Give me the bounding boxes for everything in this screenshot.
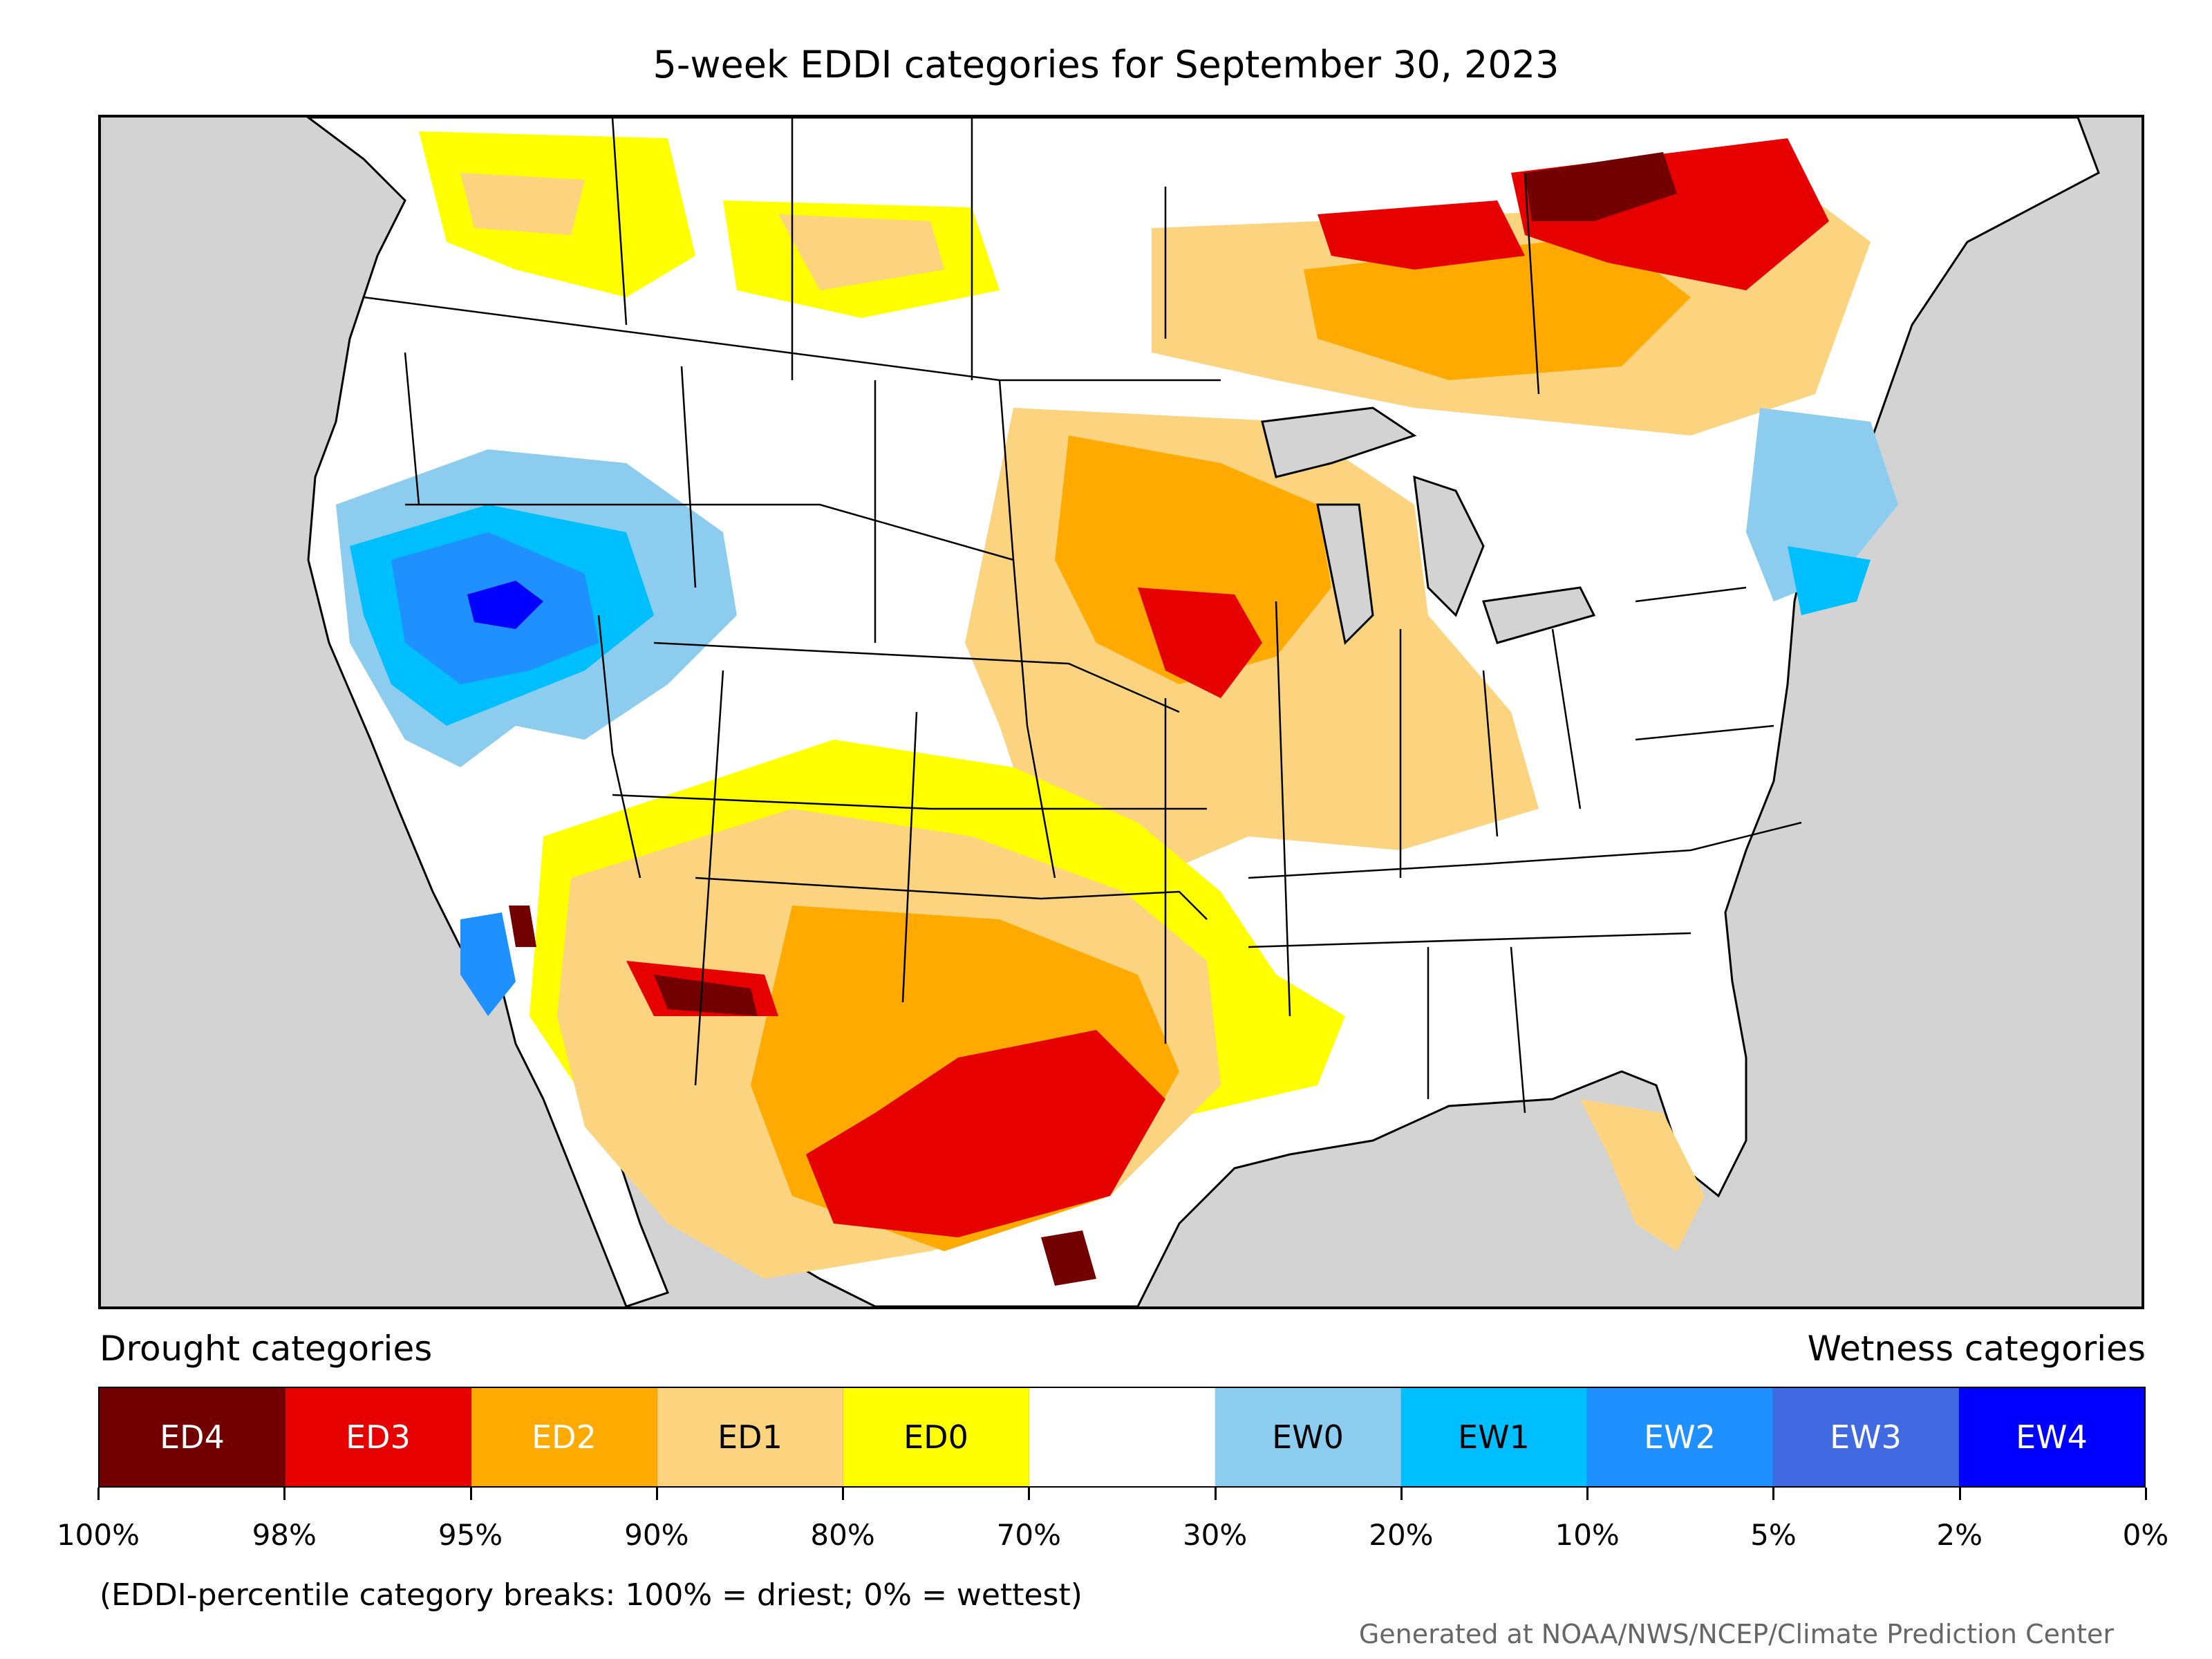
colorbar-tick	[1586, 1488, 1589, 1500]
category-colorbar: ED4 ED3 ED2 ED1 ED0 EW0 EW1 EW2 EW3 EW4	[98, 1387, 2146, 1488]
colorbar-tick-label: 20%	[1369, 1518, 1434, 1552]
drought-ed2-canada	[1304, 235, 1691, 380]
colorbar-tick	[1028, 1488, 1031, 1500]
drought-ed3-texas	[626, 961, 1165, 1237]
colorbar-segment	[1029, 1388, 1215, 1486]
colorbar-tick-label: 5%	[1750, 1518, 1797, 1552]
colorbar-tick-label: 95%	[438, 1518, 503, 1552]
colorbar-segment: EW4	[1959, 1388, 2144, 1486]
wet-ew4-core	[467, 581, 543, 629]
colorbar-tick	[1772, 1488, 1775, 1500]
map-title: 5-week EDDI categories for September 30,…	[653, 43, 1559, 86]
colorbar-tick-label: 10%	[1555, 1518, 1620, 1552]
drought-ed3-iowa	[1138, 588, 1262, 698]
colorbar-tick-label: 30%	[1182, 1518, 1248, 1552]
colorbar-segment: ED1	[657, 1388, 843, 1486]
colorbar-segment: EW0	[1215, 1388, 1401, 1486]
colorbar-tick	[1214, 1488, 1217, 1500]
colorbar-segment: ED0	[843, 1388, 1029, 1486]
wet-ew0-northeast	[1746, 408, 1898, 601]
wet-ew1-baja	[460, 912, 516, 1016]
colorbar-tick	[2145, 1488, 2147, 1500]
colorbar-segment: ED4	[100, 1388, 285, 1486]
colorbar-tick	[283, 1488, 286, 1500]
wetness-caption: Wetness categories	[1807, 1329, 2146, 1369]
colorbar-tick	[655, 1488, 658, 1500]
great-lakes	[1261, 406, 1596, 646]
colorbar-segment: ED2	[471, 1388, 657, 1486]
colorbar-segment: ED3	[285, 1388, 471, 1486]
colorbar-tick	[469, 1488, 472, 1500]
colorbar-tick	[842, 1488, 845, 1500]
colorbar-tick-label: 90%	[624, 1518, 689, 1552]
drought-ed2-midwest	[1055, 435, 1331, 684]
drought-ed4-canada	[1525, 152, 1677, 221]
colorbar-segment: EW1	[1401, 1388, 1587, 1486]
colorbar-tick-label: 0%	[2122, 1518, 2169, 1552]
colorbar-tick-label: 100%	[56, 1518, 140, 1552]
wet-ew1-northeast	[1788, 546, 1871, 615]
colorbar-tick	[1400, 1488, 1403, 1500]
colorbar-tick-label: 80%	[810, 1518, 875, 1552]
state-borders	[363, 118, 1802, 1114]
drought-caption: Drought categories	[100, 1329, 433, 1369]
colorbar-tick-label: 98%	[252, 1518, 317, 1552]
credit-line: Generated at NOAA/NWS/NCEP/Climate Predi…	[1358, 1619, 2114, 1649]
eddi-map	[98, 115, 2144, 1309]
colorbar-tick-label: 70%	[996, 1518, 1062, 1552]
colorbar-tick	[1958, 1488, 1961, 1500]
colorbar-segment: EW2	[1587, 1388, 1773, 1486]
drought-ed1-florida	[1580, 1099, 1705, 1251]
map-canvas	[306, 118, 2100, 1306]
drought-ed1-prairies	[460, 173, 944, 290]
colorbar-segment: EW3	[1773, 1388, 1959, 1486]
colorbar-tick	[97, 1488, 100, 1500]
colorbar-tick-label: 2%	[1936, 1518, 1983, 1552]
footnote: (EDDI-percentile category breaks: 100% =…	[100, 1577, 1082, 1613]
